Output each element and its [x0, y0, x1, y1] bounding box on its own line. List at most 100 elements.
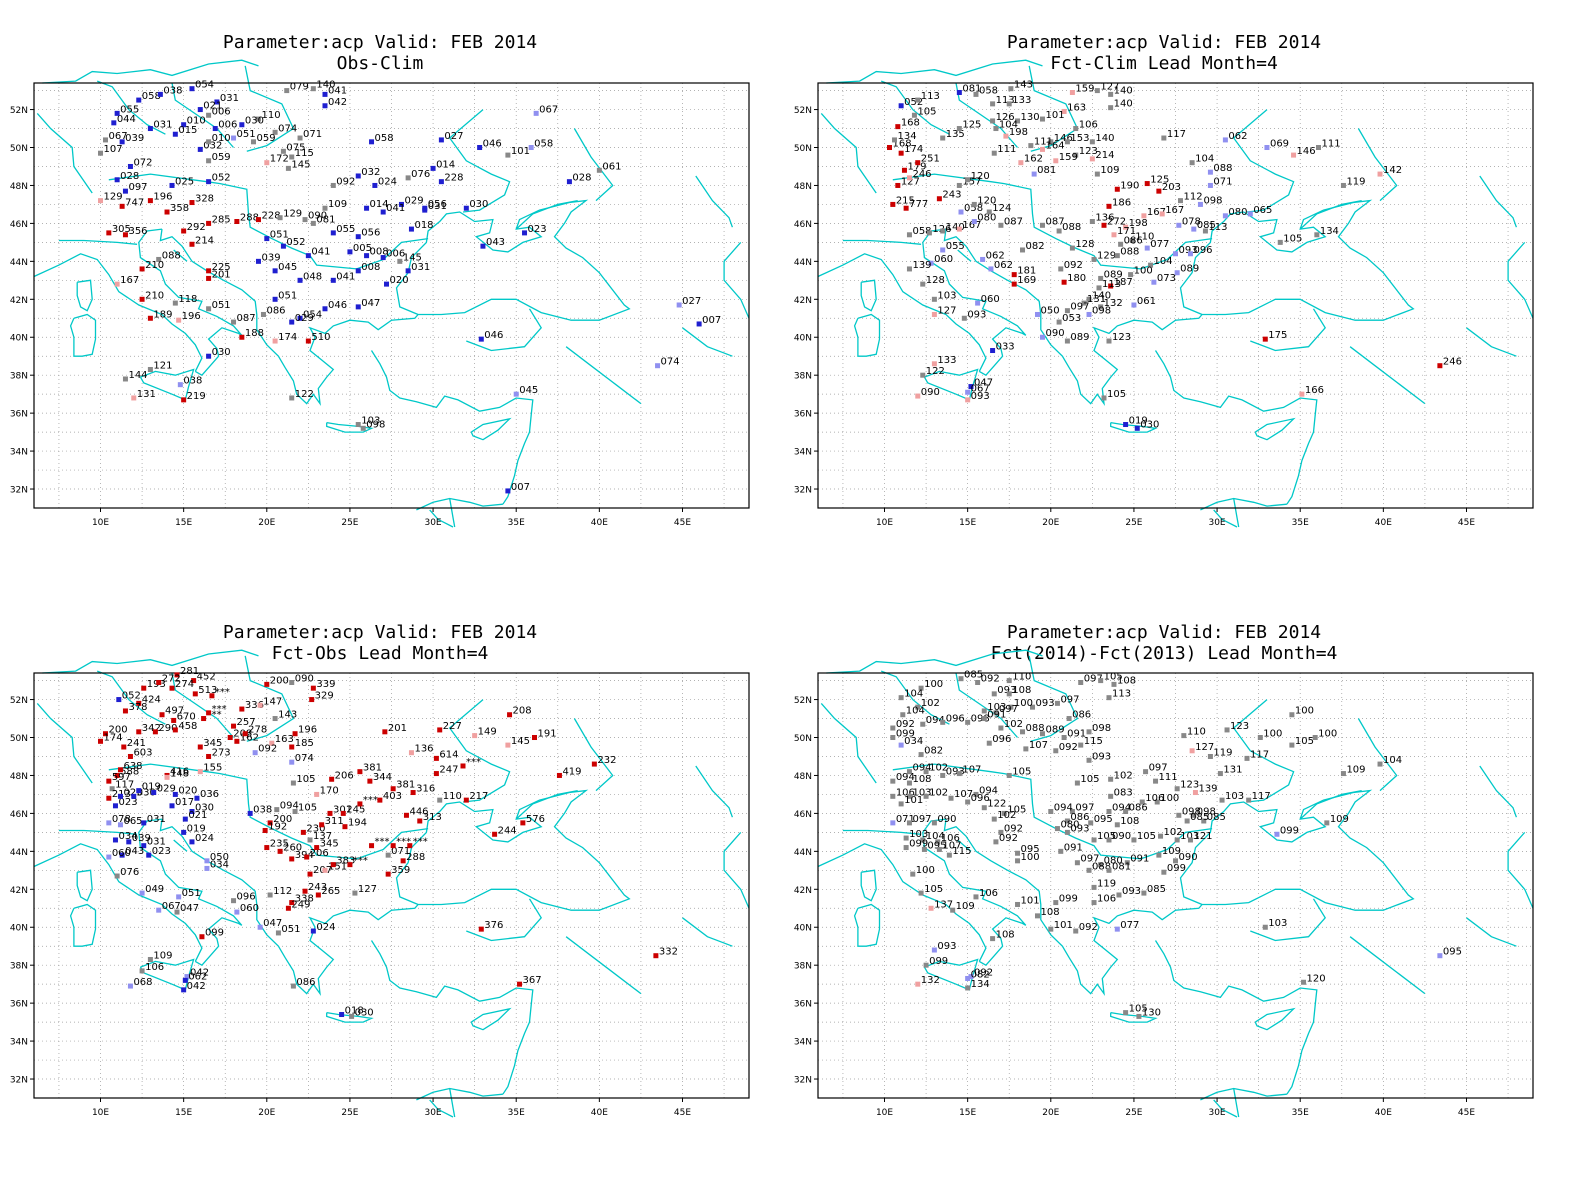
station-marker: [1156, 852, 1162, 858]
station-value: 090: [295, 673, 314, 684]
station-value: 109: [328, 199, 347, 210]
coastline: [723, 831, 750, 909]
station-value: 091: [1064, 842, 1083, 853]
coastline: [449, 1088, 456, 1118]
coastline: [1466, 917, 1517, 947]
station-value: 090: [1112, 831, 1131, 842]
station-marker: [1106, 695, 1112, 701]
station-value: 032: [361, 167, 380, 178]
station-marker: [159, 712, 165, 718]
station-value: 118: [178, 294, 197, 305]
station-value: 104: [1195, 154, 1214, 165]
station-value: 376: [484, 920, 503, 931]
station-value: 102: [997, 810, 1016, 821]
station-value: 055: [946, 241, 965, 252]
station-value: 332: [659, 947, 678, 958]
station-value: 576: [526, 814, 545, 825]
station-value: 088: [1092, 861, 1111, 872]
station-value: 113: [1102, 279, 1121, 290]
station-value: 134: [897, 131, 916, 142]
station-marker: [330, 230, 336, 236]
y-tick-label: 32N: [10, 1076, 28, 1086]
coastline: [416, 497, 503, 511]
station-marker: [174, 672, 180, 678]
station-value: 049: [145, 884, 164, 895]
station-marker: [307, 837, 313, 843]
station-value: 227: [443, 721, 462, 732]
station-value: 075: [286, 142, 305, 153]
panel-title-line2: Fct(2014)-Fct(2013) Lead Month=4: [990, 643, 1338, 664]
station-value: 061: [602, 161, 621, 172]
station-value: 190: [1120, 180, 1139, 191]
station-marker: [1094, 171, 1100, 177]
station-marker: [1222, 137, 1228, 143]
coastlines: [33, 59, 750, 528]
station-marker: [1141, 890, 1147, 896]
station-marker: [946, 852, 952, 858]
station-marker: [289, 759, 295, 765]
station-marker: [1086, 867, 1092, 873]
panel-title-line2: Fct-Clim Lead Month=4: [1050, 53, 1278, 74]
station-value: 034: [904, 736, 923, 747]
station-value: 081: [1112, 861, 1131, 872]
station-marker: [1156, 188, 1162, 194]
station-marker: [1123, 1010, 1129, 1016]
station-marker: [417, 818, 423, 824]
station-value: 100: [1014, 698, 1033, 709]
station-value: 034: [210, 859, 229, 870]
station-value: 050: [1040, 305, 1059, 316]
station-marker: [1108, 793, 1114, 799]
station-value: 272: [1107, 216, 1126, 227]
station-value: 458: [178, 721, 197, 732]
station-marker: [906, 769, 912, 775]
station-value: 107: [942, 840, 961, 851]
station-marker: [1053, 900, 1059, 906]
station-value: 378: [128, 702, 147, 713]
coastline: [326, 421, 374, 433]
station-marker: [157, 91, 163, 97]
station-value: 124: [992, 203, 1011, 214]
station-value: 092: [1004, 823, 1023, 834]
station-marker: [315, 892, 321, 898]
station-marker: [307, 871, 313, 877]
station-value: 110: [1012, 672, 1031, 683]
y-tick-label: 52N: [794, 106, 812, 116]
station-marker: [400, 858, 406, 864]
station-value: ***: [353, 856, 368, 867]
station-marker: [156, 256, 162, 262]
station-marker: [507, 712, 513, 718]
station-marker: [260, 311, 266, 317]
station-marker: [505, 152, 511, 158]
y-tick-label: 42N: [10, 296, 28, 306]
station-marker: [1106, 203, 1112, 209]
grid: [34, 83, 749, 508]
station-marker: [1061, 279, 1067, 285]
stations: 281452193272274513***052424378497670****…: [98, 666, 678, 1019]
station-value: 251: [921, 154, 940, 165]
station-value: ***: [466, 757, 481, 768]
station-marker: [1161, 869, 1167, 875]
station-marker: [1201, 818, 1207, 824]
coastline: [1357, 718, 1398, 792]
coastline: [1299, 789, 1362, 820]
station-value: 131: [1087, 294, 1106, 305]
station-value: 030: [195, 803, 214, 814]
panel-title-line1: Parameter:acp Valid: FEB 2014: [222, 32, 538, 53]
station-value: 018: [345, 1006, 364, 1017]
station-marker: [890, 201, 896, 207]
station-value: 092: [999, 833, 1018, 844]
station-marker: [114, 110, 120, 116]
station-value: 038: [163, 85, 182, 96]
station-marker: [986, 740, 992, 746]
station-value: 021: [188, 810, 207, 821]
station-value: 097: [912, 814, 931, 825]
station-marker: [206, 353, 212, 359]
station-value: 100: [1318, 729, 1337, 740]
x-tick-label: 45E: [674, 1108, 691, 1118]
station-value: ***: [207, 710, 222, 721]
station-marker: [936, 846, 942, 852]
station-marker: [330, 182, 336, 188]
y-tick-label: 34N: [794, 448, 812, 458]
station-value: 381: [363, 763, 382, 774]
x-tick-label: 15E: [175, 518, 192, 528]
